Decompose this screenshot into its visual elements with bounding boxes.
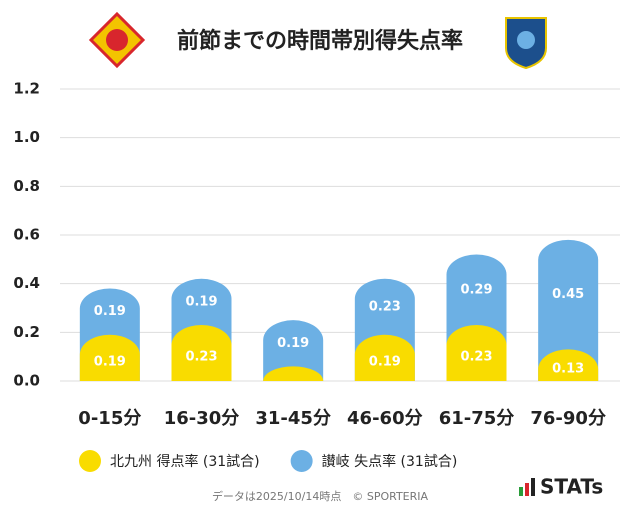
value-label: 0.45 [552,287,584,302]
legend-label: 北九州 得点率 (31試合) [110,453,260,470]
bar-segment [446,325,507,381]
value-label: 0.23 [460,350,492,365]
y-tick-label: 0.4 [13,274,40,292]
x-tick-label: 76-90分 [530,408,606,429]
chart-title: 前節までの時間帯別得失点率 [177,28,463,54]
bar-segment [263,366,324,381]
x-tick-label: 16-30分 [164,408,240,429]
bar-segment [538,239,599,381]
value-label: 0.23 [185,350,217,365]
x-tick-label: 46-60分 [347,408,423,429]
y-tick-label: 1.2 [13,80,40,98]
value-label: 0.19 [369,354,401,369]
brand: STATs [540,475,603,499]
y-tick-label: 0.2 [13,323,40,341]
bar-segment [79,334,140,381]
bar-segment [171,325,232,381]
legend-swatch [290,450,313,472]
value-label: 0.19 [277,336,309,351]
y-tick-label: 0.8 [13,177,40,195]
x-tick-label: 0-15分 [78,408,141,429]
bar-segment [538,349,599,381]
value-label: 0.23 [369,299,401,314]
value-label: 0.13 [552,362,584,377]
y-tick-label: 0.0 [13,372,40,390]
brand-logo: STATs [519,475,603,499]
away-emblem [505,17,547,70]
bar-segment [263,320,324,381]
value-label: 0.19 [94,354,126,369]
value-label: 0.19 [185,294,217,309]
value-label: 0.29 [460,282,492,297]
value-label: 0.19 [94,304,126,319]
legend-label: 讃岐 失点率 (31試合) [322,453,458,470]
y-tick-label: 1.0 [13,128,40,146]
bar-segment [354,334,415,381]
x-tick-label: 31-45分 [255,408,331,429]
x-tick-label: 61-75分 [439,408,515,429]
y-tick-label: 0.6 [13,226,40,244]
home-emblem [88,11,146,69]
footer: データは2025/10/14時点 © SPORTERIA [212,489,429,503]
legend-swatch [79,450,101,472]
